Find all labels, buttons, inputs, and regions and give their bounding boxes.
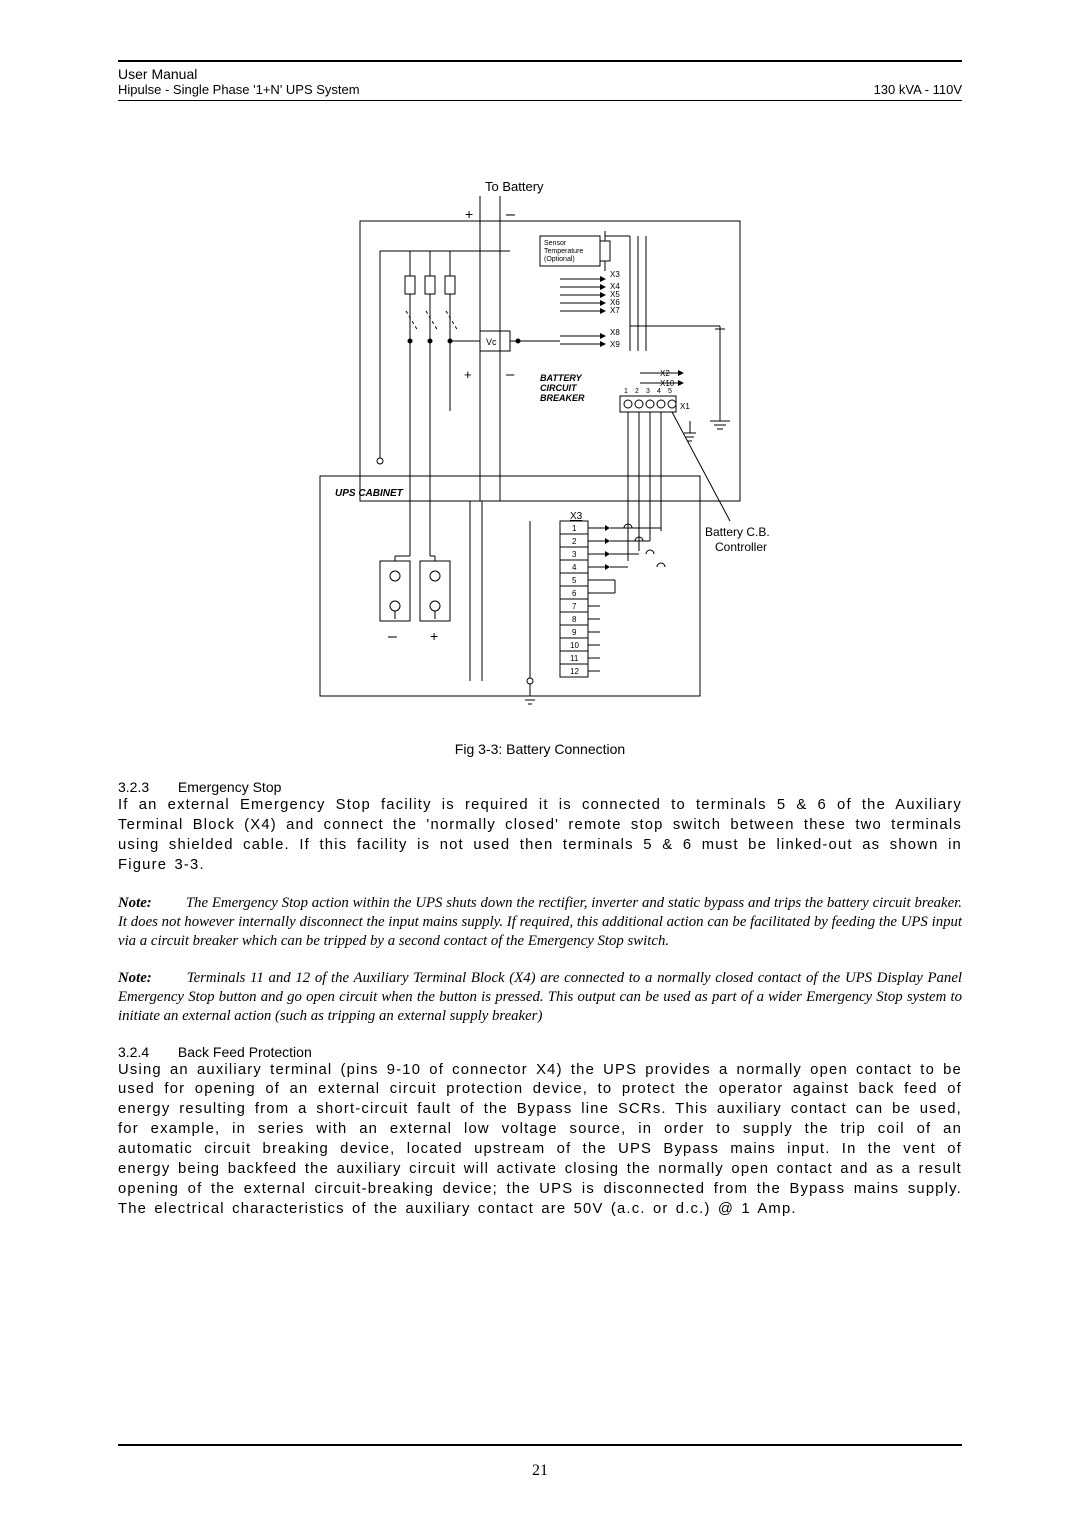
svg-text:10: 10 [570, 641, 579, 650]
svg-text:2: 2 [572, 537, 577, 546]
header-bottom-rule [118, 100, 962, 101]
svg-text:BREAKER: BREAKER [540, 393, 585, 403]
svg-text:3: 3 [572, 550, 577, 559]
svg-text:3: 3 [646, 388, 650, 395]
svg-text:X3: X3 [610, 270, 620, 279]
svg-text:5: 5 [668, 388, 672, 395]
svg-text:–: – [506, 206, 515, 223]
note-1-label: Note: [118, 894, 182, 913]
section-324-body: Using an auxiliary terminal (pins 9-10 o… [118, 1061, 962, 1221]
x3-block: 1 2 3 4 5 6 7 8 9 10 11 12 [560, 521, 588, 677]
svg-text:–: – [506, 366, 515, 383]
svg-text:9: 9 [572, 628, 577, 637]
section-324-title: Back Feed Protection [178, 1044, 312, 1060]
svg-text:X1: X1 [680, 402, 690, 411]
svg-text:+: + [464, 367, 472, 382]
section-324-head: 3.2.4 Back Feed Protection [118, 1044, 962, 1060]
section-323-head: 3.2.3 Emergency Stop [118, 779, 962, 795]
footer-rule [118, 1444, 962, 1446]
svg-text:12: 12 [570, 667, 579, 676]
svg-text:(Optional): (Optional) [544, 256, 575, 263]
svg-text:4: 4 [572, 563, 577, 572]
svg-text:8: 8 [572, 615, 577, 624]
note-2: Note: Terminals 11 and 12 of the Auxilia… [118, 969, 962, 1026]
section-323-body: If an external Emergency Stop facility i… [118, 796, 962, 876]
svg-text:+: + [430, 628, 438, 644]
section-323-num: 3.2.3 [118, 779, 174, 795]
svg-text:4: 4 [657, 388, 661, 395]
svg-text:X7: X7 [610, 306, 620, 315]
to-battery-label: To Battery [485, 179, 544, 194]
note-2-label: Note: [118, 969, 182, 988]
svg-text:X3: X3 [570, 511, 583, 522]
header-top-rule [118, 60, 962, 62]
note-1-text: The Emergency Stop action within the UPS… [118, 895, 962, 949]
svg-text:–: – [388, 628, 397, 645]
svg-text:11: 11 [570, 654, 579, 663]
section-323-title: Emergency Stop [178, 779, 282, 795]
battery-connection-diagram: To Battery + – Vc + – [260, 161, 820, 721]
svg-text:6: 6 [572, 589, 577, 598]
header-line1: User Manual [118, 66, 962, 82]
header-row: Hipulse - Single Phase '1+N' UPS System … [118, 82, 962, 97]
header-right: 130 kVA - 110V [874, 82, 962, 97]
note-1: Note: The Emergency Stop action within t… [118, 894, 962, 951]
svg-text:Vc: Vc [486, 337, 497, 347]
svg-text:7: 7 [572, 602, 577, 611]
x-labels-top: X3 X4 X5 X6 X7 [560, 270, 620, 315]
svg-text:2: 2 [635, 388, 639, 395]
svg-text:Temperature: Temperature [544, 248, 583, 255]
svg-text:Controller: Controller [715, 540, 767, 554]
svg-text:CIRCUIT: CIRCUIT [540, 383, 578, 393]
svg-text:+: + [465, 206, 473, 222]
header-left: Hipulse - Single Phase '1+N' UPS System [118, 82, 360, 97]
diagram-container: To Battery + – Vc + – [118, 161, 962, 721]
svg-text:UPS CABINET: UPS CABINET [335, 488, 404, 499]
figure-caption: Fig 3-3: Battery Connection [118, 741, 962, 757]
section-324-num: 3.2.4 [118, 1044, 174, 1060]
svg-text:5: 5 [572, 576, 577, 585]
page-number: 21 [0, 1462, 1080, 1480]
svg-text:X8: X8 [610, 328, 620, 337]
svg-text:1: 1 [572, 524, 577, 533]
note-2-text: Terminals 11 and 12 of the Auxiliary Ter… [118, 970, 962, 1024]
svg-text:Battery C.B.: Battery C.B. [705, 525, 770, 539]
svg-text:Sensor: Sensor [544, 240, 567, 247]
svg-text:X9: X9 [610, 340, 620, 349]
svg-text:1: 1 [624, 388, 628, 395]
svg-text:BATTERY: BATTERY [540, 373, 583, 383]
